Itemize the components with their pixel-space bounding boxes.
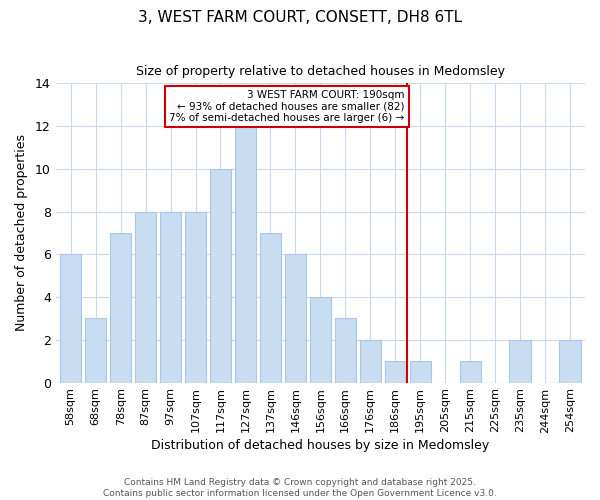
Bar [285,254,306,382]
Y-axis label: Number of detached properties: Number of detached properties [15,134,28,332]
Bar [559,340,581,382]
Text: 3 WEST FARM COURT: 190sqm
← 93% of detached houses are smaller (82)
7% of semi-d: 3 WEST FARM COURT: 190sqm ← 93% of detac… [169,90,404,123]
Bar [359,340,381,382]
Bar [110,233,131,382]
X-axis label: Distribution of detached houses by size in Medomsley: Distribution of detached houses by size … [151,440,490,452]
Bar [160,212,181,382]
Text: 3, WEST FARM COURT, CONSETT, DH8 6TL: 3, WEST FARM COURT, CONSETT, DH8 6TL [138,10,462,25]
Text: Contains HM Land Registry data © Crown copyright and database right 2025.
Contai: Contains HM Land Registry data © Crown c… [103,478,497,498]
Bar [260,233,281,382]
Bar [410,361,431,382]
Bar [185,212,206,382]
Bar [460,361,481,382]
Bar [385,361,406,382]
Bar [235,126,256,382]
Bar [335,318,356,382]
Bar [310,297,331,382]
Bar [210,169,231,382]
Bar [509,340,530,382]
Title: Size of property relative to detached houses in Medomsley: Size of property relative to detached ho… [136,65,505,78]
Bar [60,254,81,382]
Bar [85,318,106,382]
Bar [135,212,156,382]
